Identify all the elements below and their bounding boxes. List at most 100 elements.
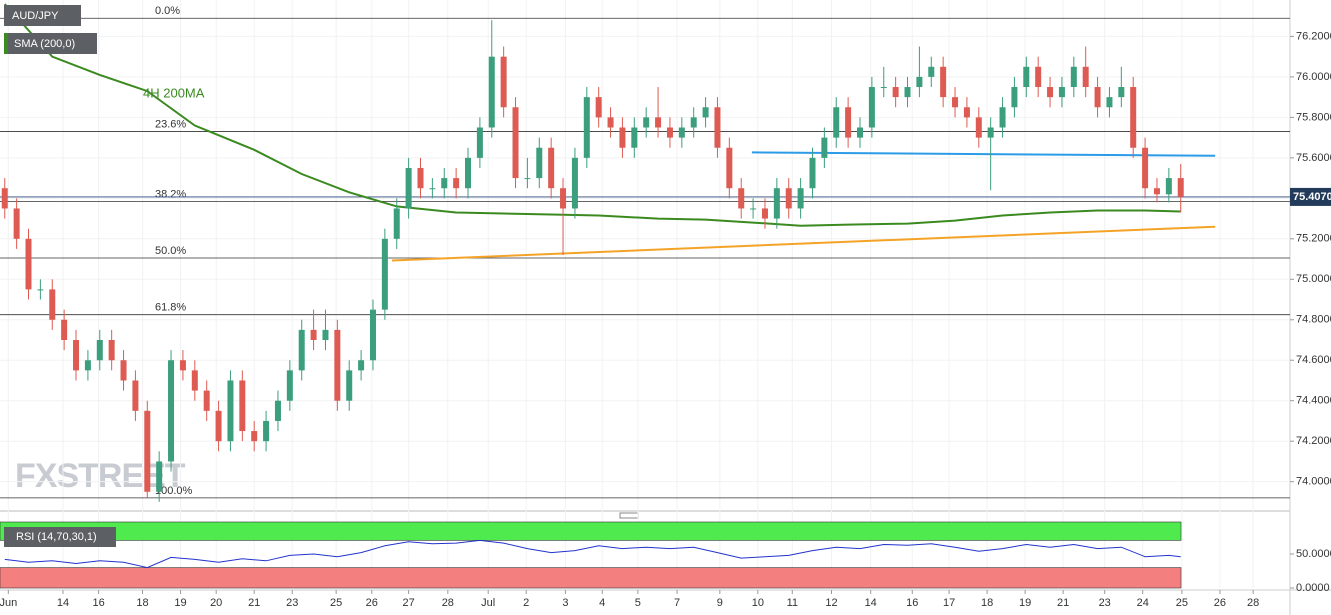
candle-body bbox=[726, 147, 733, 189]
candle-body bbox=[37, 289, 44, 291]
candle-body bbox=[405, 167, 412, 209]
candle-body bbox=[49, 289, 56, 320]
candle-body bbox=[987, 127, 994, 138]
candle-body bbox=[1082, 66, 1089, 88]
candle-body bbox=[1011, 87, 1018, 108]
candle-body bbox=[25, 238, 32, 290]
rsi-oversold-zone bbox=[0, 567, 1182, 589]
x-tick-label: 7 bbox=[674, 597, 680, 609]
x-tick-label: 9 bbox=[717, 597, 723, 609]
candle-body bbox=[607, 117, 614, 128]
candle-body bbox=[1118, 87, 1125, 98]
candle-body bbox=[1058, 87, 1065, 98]
x-tick-label: 21 bbox=[248, 597, 260, 609]
candle-body bbox=[857, 127, 863, 138]
candle-body bbox=[655, 117, 662, 128]
candle-body bbox=[322, 329, 329, 340]
candle-body bbox=[714, 107, 721, 148]
candle-body bbox=[809, 157, 816, 189]
candle-body bbox=[797, 188, 804, 209]
x-tick-label: 18 bbox=[981, 597, 993, 609]
candle-body bbox=[952, 97, 959, 108]
candle-body bbox=[286, 370, 293, 401]
candle-body bbox=[179, 360, 186, 371]
candle-body bbox=[619, 127, 626, 148]
candle-body bbox=[1130, 87, 1137, 148]
x-tick-label: 19 bbox=[1019, 597, 1031, 609]
candle-body bbox=[369, 309, 376, 361]
candle-body bbox=[13, 208, 20, 239]
candle-body bbox=[334, 329, 341, 401]
candle-body bbox=[892, 87, 899, 98]
x-tick-label: 27 bbox=[402, 597, 414, 609]
candle-body bbox=[1047, 87, 1054, 98]
rsi-label: RSI (14,70,30,1) bbox=[16, 531, 97, 543]
x-tick-label: Jun bbox=[0, 597, 17, 609]
fib-label: 100.0% bbox=[155, 485, 193, 497]
x-tick-label: 28 bbox=[442, 597, 454, 609]
x-tick-label: 14 bbox=[865, 597, 877, 609]
candle-body bbox=[904, 87, 911, 98]
x-tick-label: 18 bbox=[136, 597, 148, 609]
sma-label: SMA (200,0) bbox=[14, 38, 75, 50]
x-tick-label: 14 bbox=[57, 597, 69, 609]
y-tick-label: 74.6000 bbox=[1296, 354, 1331, 366]
candle-body bbox=[1177, 178, 1184, 197]
y-tick-label: 75.6000 bbox=[1296, 152, 1331, 164]
candle-body bbox=[108, 340, 115, 361]
candle-body bbox=[548, 147, 555, 189]
candle-body bbox=[1094, 87, 1101, 108]
candle-body bbox=[263, 420, 270, 442]
candle-body bbox=[298, 329, 305, 371]
candle-body bbox=[916, 76, 923, 88]
x-tick-label: 26 bbox=[1214, 597, 1226, 609]
x-tick-label: 16 bbox=[906, 597, 918, 609]
trendline bbox=[391, 225, 1216, 262]
last-price-label: 75.4070 bbox=[1293, 191, 1331, 203]
candle-body bbox=[560, 188, 567, 209]
candle-body bbox=[1142, 147, 1149, 189]
candle-body bbox=[524, 178, 531, 180]
y-tick-label: 75.8000 bbox=[1296, 111, 1331, 123]
candle-body bbox=[61, 319, 68, 340]
candle-body bbox=[393, 208, 400, 239]
x-tick-label: 23 bbox=[286, 597, 298, 609]
rsi-y-tick-label: 50.0000 bbox=[1296, 548, 1331, 560]
candle-body bbox=[465, 157, 472, 189]
candle-body bbox=[73, 340, 80, 371]
symbol-label: AUD/JPY bbox=[12, 10, 59, 22]
candle-body bbox=[833, 107, 840, 138]
candle-body bbox=[227, 380, 234, 442]
candle-body bbox=[239, 380, 246, 432]
rsi-overbought-zone bbox=[0, 521, 1182, 541]
y-tick-label: 75.0000 bbox=[1296, 273, 1331, 285]
candle-body bbox=[999, 107, 1006, 128]
last-price-box bbox=[1290, 187, 1331, 206]
candle-body bbox=[1165, 178, 1172, 195]
candle-body bbox=[310, 329, 317, 340]
candle-body bbox=[251, 431, 258, 442]
candle-body bbox=[750, 208, 757, 210]
candle-body bbox=[940, 66, 947, 98]
candle-body bbox=[643, 117, 650, 128]
fib-label: 23.6% bbox=[155, 118, 186, 130]
candle-body bbox=[738, 188, 745, 209]
candle-body bbox=[120, 360, 127, 381]
candle-body bbox=[583, 97, 590, 158]
x-tick-label: 12 bbox=[825, 597, 837, 609]
sma-box bbox=[4, 33, 97, 54]
candle-body bbox=[785, 188, 792, 209]
candle-body bbox=[381, 238, 388, 310]
y-tick-label: 74.0000 bbox=[1296, 476, 1331, 488]
y-tick-label: 75.2000 bbox=[1296, 233, 1331, 245]
candle-body bbox=[1106, 97, 1113, 108]
candle-body bbox=[1070, 66, 1077, 88]
candle-body bbox=[1023, 66, 1030, 88]
y-tick-label: 74.8000 bbox=[1296, 314, 1331, 326]
x-tick-label: 4 bbox=[599, 597, 605, 609]
candle-body bbox=[1153, 188, 1160, 195]
candle-body bbox=[417, 167, 424, 189]
x-tick-label: 11 bbox=[787, 597, 798, 609]
candle-body bbox=[761, 208, 768, 219]
x-tick-label: 17 bbox=[943, 597, 955, 609]
